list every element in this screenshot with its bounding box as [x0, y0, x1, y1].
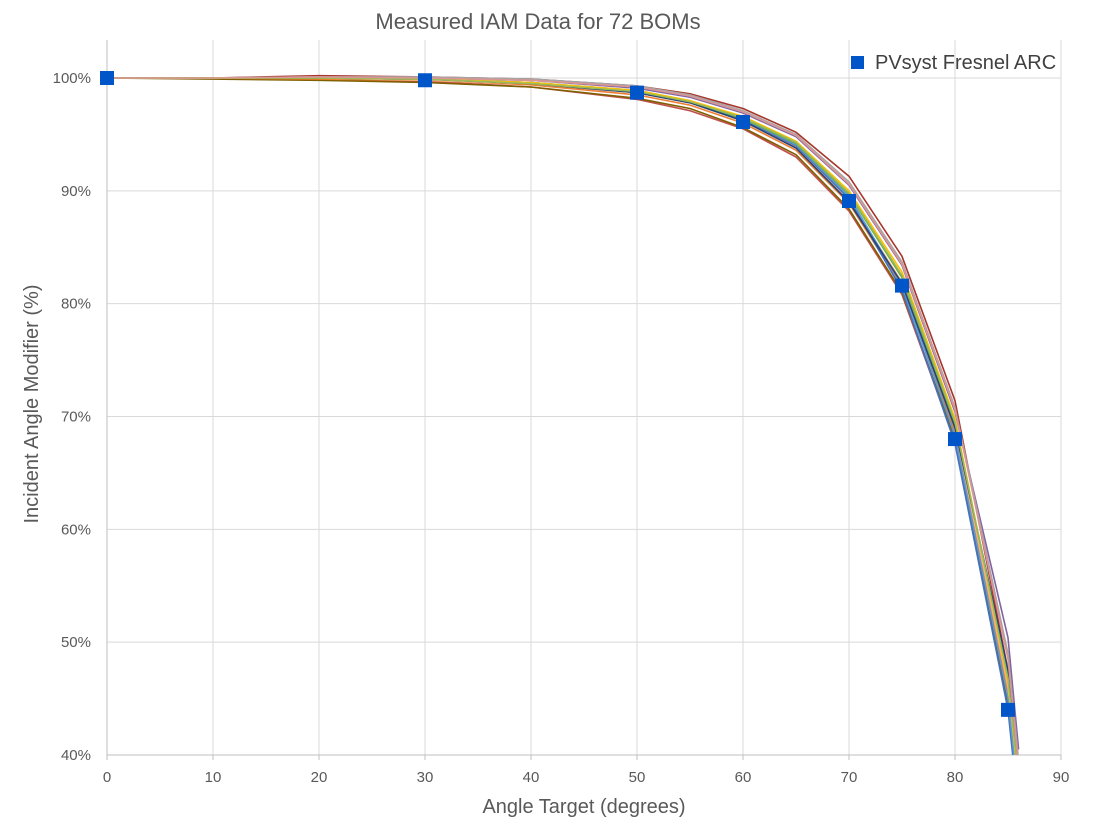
pvsyst-marker-group	[100, 71, 1015, 717]
measured-series-group	[107, 74, 1020, 755]
chart-title: Measured IAM Data for 72 BOMs	[375, 9, 700, 34]
measured-series-line-8	[107, 77, 1018, 755]
measured-series-line-14	[107, 76, 1019, 755]
pvsyst-marker	[948, 432, 962, 447]
axes: 0 10 20 30 40 50 60 70 80 90 40% 50% 60% 70% 80% 90% 100…	[53, 40, 1070, 786]
x-tick-label: 90	[1053, 769, 1070, 786]
y-tick-label: 60%	[61, 521, 91, 538]
measured-series-line-10	[107, 76, 1020, 750]
y-tick-label: 100%	[53, 70, 91, 87]
y-axis-label: Incident Angle Modifier (%)	[21, 284, 43, 523]
x-tick-label: 40	[523, 769, 540, 786]
pvsyst-marker	[630, 85, 644, 100]
x-tick-label: 50	[629, 769, 646, 786]
y-tick-label: 80%	[61, 296, 91, 313]
measured-series-line-1	[107, 74, 1018, 755]
pvsyst-marker	[895, 278, 909, 293]
x-tick-label: 10	[205, 769, 222, 786]
measured-series-line-3	[107, 77, 1015, 755]
measured-series-line-5	[107, 77, 1016, 755]
pvsyst-marker	[418, 73, 432, 88]
legend-swatch-pvsyst	[851, 56, 864, 69]
measured-series-line-6	[107, 77, 1014, 755]
pvsyst-marker	[100, 71, 114, 85]
measured-series-line-2	[107, 77, 1015, 755]
legend-label-pvsyst: PVsyst Fresnel ARC	[875, 52, 1056, 74]
measured-series-line-12	[107, 77, 1017, 755]
x-tick-label: 80	[947, 769, 964, 786]
x-tick-label: 30	[417, 769, 434, 786]
measured-series-line-11	[107, 76, 1019, 755]
pvsyst-marker	[1001, 702, 1015, 717]
pvsyst-marker	[842, 193, 856, 208]
measured-series-line-7	[107, 77, 1015, 755]
y-tick-label: 90%	[61, 183, 91, 200]
measured-series-line-4	[107, 77, 1016, 755]
measured-series-line-13	[107, 77, 1017, 755]
x-axis-label: Angle Target (degrees)	[482, 796, 685, 818]
y-tick-label: 40%	[61, 747, 91, 764]
x-tick-label: 60	[735, 769, 752, 786]
measured-series-line-9	[107, 77, 1018, 755]
x-tick-label: 0	[103, 769, 111, 786]
legend: PVsyst Fresnel ARC	[851, 52, 1056, 74]
y-tick-label: 50%	[61, 634, 91, 651]
x-tick-label: 20	[311, 769, 328, 786]
y-tick-label: 70%	[61, 409, 91, 426]
x-tick-label: 70	[841, 769, 858, 786]
pvsyst-marker	[736, 115, 750, 130]
grid	[106, 40, 1062, 756]
